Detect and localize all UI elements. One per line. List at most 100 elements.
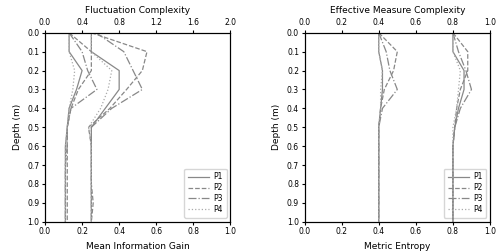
P1: [380, 88, 386, 91]
P2: [64, 164, 70, 167]
P3: [380, 107, 386, 110]
P3: [62, 182, 68, 185]
P3: [387, 69, 393, 72]
P2: [376, 164, 382, 167]
P2: [376, 182, 382, 185]
P3: [68, 107, 74, 110]
X-axis label: Metric Entropy: Metric Entropy: [364, 242, 430, 251]
X-axis label: Effective Measure Complexity: Effective Measure Complexity: [330, 6, 465, 15]
P3: [376, 164, 382, 167]
P2: [382, 88, 388, 91]
Legend: P1, P2, P3, P4: P1, P2, P3, P4: [184, 169, 226, 218]
P2: [76, 88, 82, 91]
Line: P4: P4: [66, 33, 74, 222]
P2: [64, 220, 70, 223]
Y-axis label: Depth (m): Depth (m): [13, 104, 22, 150]
P1: [376, 220, 382, 223]
P1: [376, 164, 382, 167]
P4: [62, 182, 68, 185]
P1: [376, 50, 382, 53]
Line: P2: P2: [379, 33, 398, 222]
P1: [66, 50, 72, 53]
P3: [376, 182, 382, 185]
P1: [378, 107, 384, 110]
P3: [62, 201, 68, 204]
Line: P3: P3: [379, 33, 398, 222]
P4: [72, 69, 78, 72]
P4: [376, 31, 382, 34]
P2: [64, 201, 70, 204]
P4: [376, 145, 382, 148]
X-axis label: Mean Information Gain: Mean Information Gain: [86, 242, 190, 251]
P1: [376, 126, 382, 129]
P4: [378, 107, 384, 110]
P1: [66, 107, 72, 110]
Line: P1: P1: [379, 33, 382, 222]
P3: [376, 126, 382, 129]
P2: [66, 31, 72, 34]
P3: [84, 69, 90, 72]
P1: [376, 145, 382, 148]
P4: [62, 220, 68, 223]
P2: [64, 182, 70, 185]
P2: [88, 69, 94, 72]
Line: P3: P3: [66, 33, 97, 222]
P4: [376, 126, 382, 129]
P4: [376, 182, 382, 185]
P2: [390, 69, 396, 72]
P4: [66, 31, 72, 34]
P3: [383, 50, 389, 53]
P4: [376, 220, 382, 223]
Line: P1: P1: [66, 33, 82, 222]
Line: P4: P4: [379, 33, 382, 222]
P2: [394, 50, 400, 53]
P3: [64, 126, 70, 129]
P3: [66, 31, 72, 34]
P2: [64, 145, 70, 148]
P2: [376, 145, 382, 148]
P4: [64, 126, 70, 129]
P1: [62, 164, 68, 167]
P4: [376, 201, 382, 204]
P2: [376, 126, 382, 129]
P1: [79, 69, 85, 72]
P4: [66, 107, 72, 110]
P3: [376, 31, 382, 34]
P2: [64, 126, 70, 129]
Legend: P1, P2, P3, P4: P1, P2, P3, P4: [444, 169, 486, 218]
P3: [394, 88, 400, 91]
P1: [74, 88, 80, 91]
P3: [94, 88, 100, 91]
P1: [62, 145, 68, 148]
Line: P2: P2: [67, 33, 92, 222]
P1: [64, 126, 70, 129]
P4: [380, 69, 386, 72]
X-axis label: Fluctuation Complexity: Fluctuation Complexity: [85, 6, 190, 15]
P1: [376, 201, 382, 204]
P4: [66, 50, 72, 53]
P2: [376, 201, 382, 204]
P3: [64, 145, 70, 148]
P1: [62, 201, 68, 204]
P2: [376, 31, 382, 34]
P3: [376, 201, 382, 204]
P1: [66, 31, 72, 34]
P2: [376, 220, 382, 223]
P3: [376, 145, 382, 148]
P2: [68, 107, 74, 110]
P4: [62, 145, 68, 148]
P2: [88, 50, 94, 53]
Y-axis label: Depth (m): Depth (m): [272, 104, 281, 150]
P1: [62, 182, 68, 185]
P1: [376, 31, 382, 34]
P4: [378, 88, 384, 91]
P4: [376, 164, 382, 167]
P3: [62, 164, 68, 167]
P3: [62, 220, 68, 223]
P1: [376, 182, 382, 185]
P1: [380, 69, 386, 72]
P4: [62, 164, 68, 167]
P1: [62, 220, 68, 223]
P2: [378, 107, 384, 110]
P4: [62, 201, 68, 204]
